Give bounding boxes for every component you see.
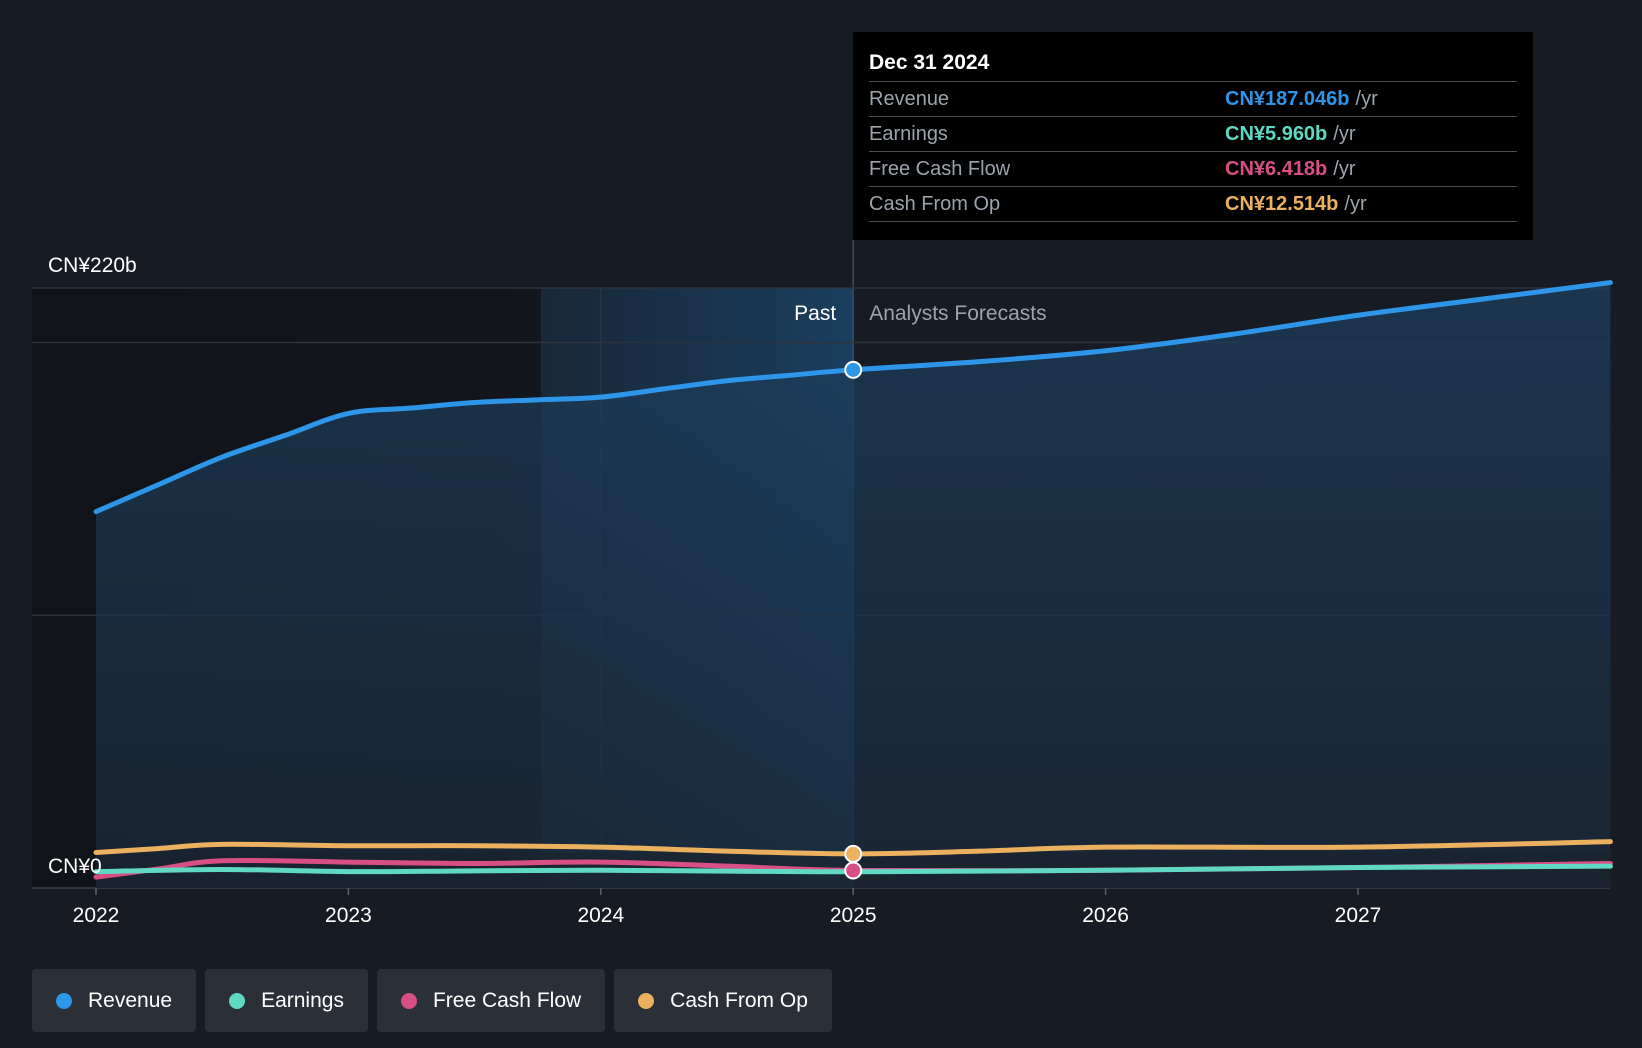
series-line-cash-from-op (93, 839, 1613, 857)
tooltip: Dec 31 2024 Revenue CN¥187.046b/yr Earni… (853, 32, 1533, 240)
legend-item-cash-from-op[interactable]: Cash From Op (614, 969, 832, 1032)
tooltip-row-free-cash-flow: Free Cash Flow CN¥6.418b/yr (869, 151, 1517, 186)
x-tick-label: 2024 (577, 904, 624, 927)
forecast-label: Analysts Forecasts (869, 302, 1046, 325)
series-line-earnings (93, 863, 1613, 875)
legend-label: Revenue (88, 988, 173, 1012)
x-tick-label: 2023 (325, 904, 372, 927)
tooltip-value: CN¥6.418b/yr (1225, 158, 1356, 180)
y-axis-top-label: CN¥220b (48, 254, 137, 277)
legend-label: Earnings (261, 988, 344, 1012)
legend-dot-icon (400, 992, 417, 1009)
tooltip-value: CN¥12.514b/yr (1225, 193, 1367, 215)
tooltip-row-earnings: Earnings CN¥5.960b/yr (869, 116, 1517, 151)
legend-item-earnings[interactable]: Earnings (205, 969, 368, 1032)
x-tick-label: 2025 (830, 904, 877, 927)
tooltip-date: Dec 31 2024 (869, 51, 990, 74)
past-label: Past (794, 302, 836, 325)
legend-dot-icon (229, 992, 246, 1009)
tooltip-label: Revenue (869, 88, 950, 110)
legend-label: Cash From Op (670, 988, 808, 1012)
legend-item-free-cash-flow[interactable]: Free Cash Flow (376, 969, 606, 1032)
series-line-revenue (93, 280, 1613, 515)
marker-cash-from-op (844, 844, 863, 863)
legend-item-revenue[interactable]: Revenue (32, 969, 197, 1032)
legend: Revenue Earnings Free Cash Flow Cash Fro… (32, 969, 832, 1032)
legend-label: Free Cash Flow (432, 988, 582, 1012)
legend-dot-icon (56, 992, 72, 1009)
revenue-area (96, 282, 1611, 889)
marker-free-cash-flow (844, 861, 863, 880)
tooltip-value: CN¥187.046b/yr (1225, 88, 1378, 110)
x-tick-label: 2027 (1335, 904, 1382, 927)
tooltip-label: Cash From Op (869, 193, 1001, 215)
tooltip-label: Free Cash Flow (869, 158, 1011, 180)
marker-revenue (844, 360, 863, 379)
x-tick-label: 2026 (1082, 904, 1129, 927)
y-axis-bottom-label: CN¥0 (48, 855, 102, 878)
tooltip-value: CN¥5.960b/yr (1225, 123, 1356, 145)
x-tick-label: 2022 (73, 904, 120, 927)
tooltip-row-cash-from-op: Cash From Op CN¥12.514b/yr (869, 186, 1517, 222)
tooltip-row-revenue: Revenue CN¥187.046b/yr (869, 81, 1517, 116)
tooltip-label: Earnings (869, 123, 948, 145)
legend-dot-icon (638, 992, 655, 1009)
